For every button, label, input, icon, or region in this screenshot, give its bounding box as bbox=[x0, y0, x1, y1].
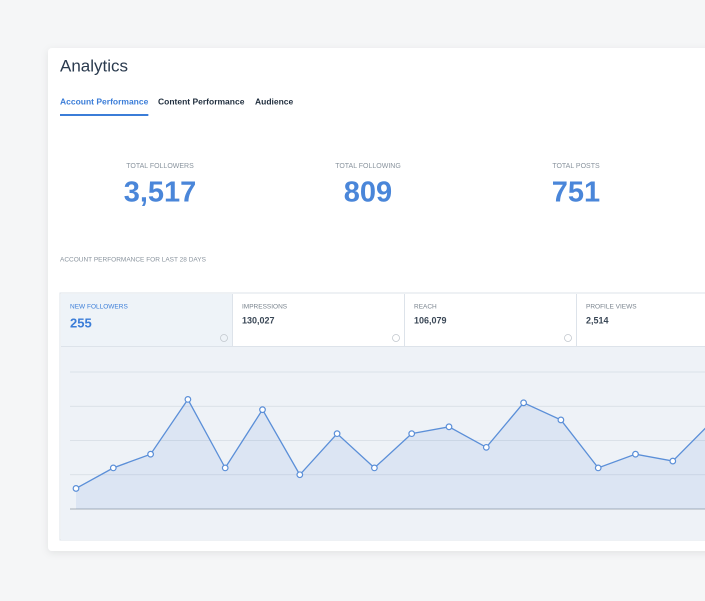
point bbox=[72, 485, 80, 492]
chart-area bbox=[61, 347, 705, 540]
metric-label[interactable]: NEW FOLLOWERS bbox=[70, 304, 128, 311]
point bbox=[259, 406, 266, 414]
point bbox=[445, 423, 453, 431]
point bbox=[371, 464, 378, 472]
point bbox=[594, 464, 602, 472]
point bbox=[333, 430, 341, 438]
metric-selected-bg bbox=[61, 294, 232, 346]
point bbox=[408, 430, 416, 438]
tab[interactable]: Audience bbox=[255, 96, 294, 106]
metric-value[interactable]: 255 bbox=[70, 315, 92, 330]
help-icon[interactable] bbox=[220, 334, 228, 342]
section-label: ACCOUNT PERFORMANCE FOR LAST 28 DAYS bbox=[60, 257, 207, 264]
metric-label[interactable]: IMPRESSIONS bbox=[242, 304, 288, 311]
metric-label[interactable]: REACH bbox=[414, 304, 437, 311]
metric-value[interactable]: 2,514 bbox=[586, 315, 609, 325]
point bbox=[147, 450, 155, 458]
line-area bbox=[76, 399, 705, 509]
stat-label: TOTAL FOLLOWING bbox=[335, 163, 401, 170]
point bbox=[184, 396, 192, 403]
point bbox=[557, 416, 565, 424]
point bbox=[482, 443, 490, 451]
point bbox=[221, 464, 229, 472]
metric-value[interactable]: 106,079 bbox=[414, 315, 447, 325]
stat-value: 751 bbox=[552, 177, 600, 209]
stat-value: 3,517 bbox=[124, 177, 197, 209]
page-title: Analytics bbox=[60, 56, 128, 75]
point bbox=[109, 464, 117, 472]
line bbox=[75, 398, 705, 490]
stat-label: TOTAL FOLLOWERS bbox=[126, 163, 194, 170]
stat-label: TOTAL POSTS bbox=[552, 163, 600, 170]
point bbox=[296, 471, 304, 479]
tab[interactable]: Account Performance bbox=[60, 96, 149, 106]
tab-underline bbox=[60, 114, 149, 116]
point bbox=[520, 399, 527, 407]
tab[interactable]: Content Performance bbox=[158, 96, 245, 106]
metric-value[interactable]: 130,027 bbox=[242, 315, 275, 325]
help-icon[interactable] bbox=[392, 334, 400, 342]
point bbox=[632, 450, 639, 458]
stat-value: 809 bbox=[344, 177, 392, 209]
help-icon[interactable] bbox=[564, 334, 572, 342]
point bbox=[669, 457, 677, 465]
metric-label[interactable]: PROFILE VIEWS bbox=[586, 304, 637, 311]
